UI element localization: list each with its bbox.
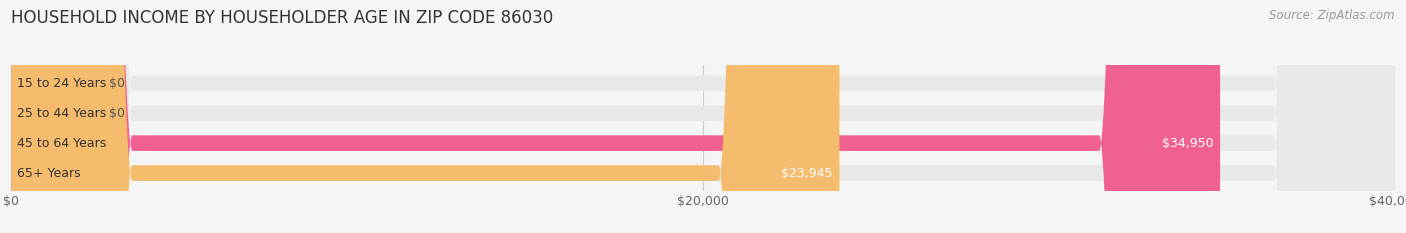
FancyBboxPatch shape bbox=[11, 0, 1395, 233]
Text: 45 to 64 Years: 45 to 64 Years bbox=[17, 137, 105, 150]
FancyBboxPatch shape bbox=[11, 0, 1395, 233]
Text: HOUSEHOLD INCOME BY HOUSEHOLDER AGE IN ZIP CODE 86030: HOUSEHOLD INCOME BY HOUSEHOLDER AGE IN Z… bbox=[11, 9, 554, 27]
Text: $0: $0 bbox=[110, 77, 125, 90]
Text: 65+ Years: 65+ Years bbox=[17, 167, 80, 180]
FancyBboxPatch shape bbox=[11, 0, 839, 233]
FancyBboxPatch shape bbox=[11, 0, 101, 233]
Text: 15 to 24 Years: 15 to 24 Years bbox=[17, 77, 105, 90]
Text: $0: $0 bbox=[110, 107, 125, 120]
Text: Source: ZipAtlas.com: Source: ZipAtlas.com bbox=[1270, 9, 1395, 22]
Text: $34,950: $34,950 bbox=[1161, 137, 1213, 150]
FancyBboxPatch shape bbox=[11, 0, 101, 233]
FancyBboxPatch shape bbox=[11, 0, 1395, 233]
Text: $23,945: $23,945 bbox=[780, 167, 832, 180]
FancyBboxPatch shape bbox=[11, 0, 1220, 233]
Text: 25 to 44 Years: 25 to 44 Years bbox=[17, 107, 105, 120]
FancyBboxPatch shape bbox=[11, 0, 1395, 233]
